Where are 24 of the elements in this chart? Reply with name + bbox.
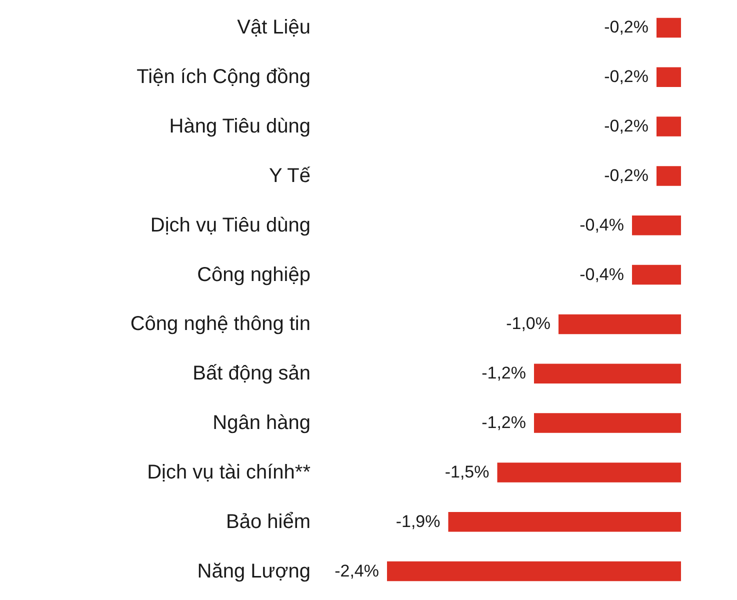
data-label: -1,2% [482,364,526,383]
y-tick-label: Công nghiệp [197,264,310,286]
y-tick-label: Công nghệ thông tin [130,313,310,336]
y-tick-label: Hàng Tiêu dùng [169,116,310,138]
data-label: -0,2% [604,116,648,136]
y-tick-label: Bất động sản [192,362,310,385]
y-tick-label: Bảo hiểm [226,510,310,533]
data-label: -1,5% [444,462,490,482]
data-label: -1,9% [396,512,440,531]
data-label: -0,4% [580,215,624,234]
y-tick-label: Ngân hàng [212,412,310,434]
data-label: -0,2% [604,67,648,86]
data-label: -0,4% [580,264,624,284]
y-tick-label: Vật Liệu [237,16,310,39]
y-tick-label: Tiện ích Cộng đồng [136,66,310,88]
data-label: -0,2% [604,166,648,185]
data-label: -1,0% [506,314,550,334]
data-label: -0,2% [604,18,648,37]
y-tick-label: Dịch vụ Tiêu dùng [150,214,310,236]
y-tick-label: Năng Lượng [197,560,310,582]
data-label: -1,2% [482,413,526,432]
data-label: -2,4% [334,561,379,580]
y-tick-label: Dịch vụ tài chính** [147,461,311,484]
y-tick-label: Y Tế [268,164,310,187]
